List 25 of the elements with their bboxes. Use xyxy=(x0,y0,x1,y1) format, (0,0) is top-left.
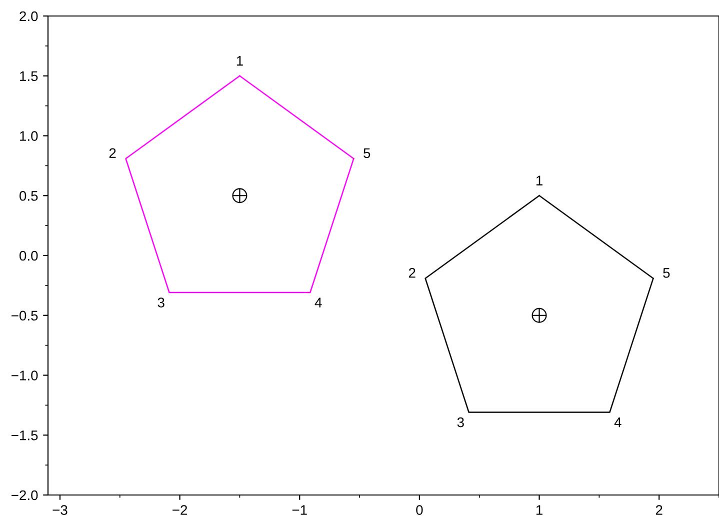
y-tick-label: 2.0 xyxy=(20,11,38,22)
y-tick-label: −1.0 xyxy=(12,370,38,380)
annotation: 3 xyxy=(158,298,164,308)
annotation: 5 xyxy=(364,148,370,158)
y-tick-label: 0.0 xyxy=(20,250,38,261)
y-tick-label: −1.5 xyxy=(12,430,38,440)
x-tick-label: −3 xyxy=(52,505,68,515)
x-tick-label: −2 xyxy=(172,505,188,515)
annotation: 2 xyxy=(109,148,116,158)
y-tick-label: 0.5 xyxy=(20,190,38,201)
annotation: 1 xyxy=(536,176,542,186)
y-tick-label: 1.0 xyxy=(20,131,38,141)
x-tick-label: −1 xyxy=(292,505,307,515)
y-tick-label: −2.0 xyxy=(12,490,38,500)
annotation: 3 xyxy=(457,417,464,428)
y-tick-label: −0.5 xyxy=(12,310,38,321)
annotation: 4 xyxy=(314,298,322,308)
annotation: 1 xyxy=(236,56,243,66)
annotation: 5 xyxy=(663,268,670,278)
annotation: 4 xyxy=(614,418,622,428)
x-tick-label: 2 xyxy=(656,505,662,515)
x-tick-label: 1 xyxy=(536,505,542,515)
annotation: 2 xyxy=(408,268,416,278)
y-tick-label: 1.5 xyxy=(20,71,38,82)
x-tick-label: 0 xyxy=(416,505,423,515)
